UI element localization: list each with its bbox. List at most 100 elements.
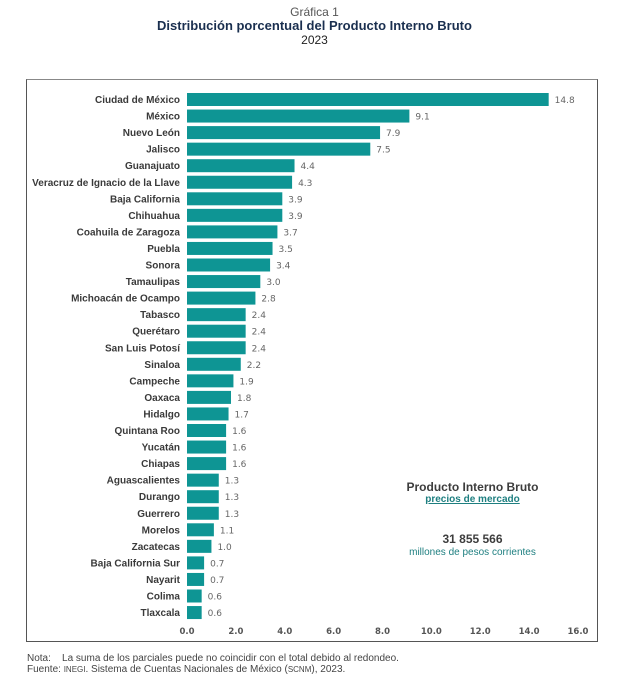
x-tick-label: 10.0: [421, 627, 442, 637]
category-label: Baja California: [110, 194, 180, 205]
bar: [187, 523, 214, 537]
x-tick-label: 14.0: [519, 627, 540, 637]
value-label: 7.5: [376, 146, 390, 156]
bar: [187, 357, 241, 371]
chart-frame: [26, 79, 598, 642]
bar: [187, 291, 256, 305]
category-label: Quintana Roo: [114, 426, 180, 437]
category-label: Sonora: [146, 261, 181, 272]
x-tick-label: 0.0: [179, 627, 194, 637]
value-label: 1.0: [217, 543, 232, 553]
value-label: 1.3: [225, 477, 239, 487]
bar: [187, 258, 271, 272]
category-label: Guanajuato: [125, 161, 180, 172]
category-label: Yucatán: [142, 443, 180, 454]
bar: [187, 556, 205, 570]
category-label: Veracruz de Ignacio de la Llave: [32, 178, 180, 189]
category-label: Campeche: [129, 376, 180, 387]
category-label: Tlaxcala: [141, 608, 181, 619]
bar: [187, 159, 295, 173]
bar: [187, 572, 205, 586]
category-label: Durango: [139, 492, 180, 503]
bar: [187, 407, 229, 421]
category-label: Baja California Sur: [91, 558, 181, 569]
x-tick-label: 12.0: [470, 627, 491, 637]
bar: [187, 324, 246, 338]
value-label: 1.7: [235, 410, 249, 420]
chart-label: Gráfica 1: [290, 5, 339, 19]
category-label: Michoacán de Ocampo: [71, 294, 180, 305]
value-label: 1.6: [232, 427, 247, 437]
bar: [187, 473, 219, 487]
bar: [187, 490, 219, 504]
chart-title: Distribución porcentual del Producto Int…: [157, 18, 472, 33]
source-abbr: SCNM: [287, 665, 312, 674]
bar: [187, 126, 381, 140]
bar: [187, 192, 283, 206]
source-text-1: . Sistema de Cuentas Nacionales de Méxic…: [85, 664, 288, 675]
x-tick-label: 8.0: [375, 627, 390, 637]
note-label: Nota:: [27, 653, 51, 664]
bar: [187, 93, 549, 106]
bar: [187, 424, 227, 437]
value-label: 4.3: [298, 179, 312, 189]
category-labels: Ciudad de México México Nuevo León Jalisco G…: [32, 95, 181, 619]
source-org: INEGI: [63, 665, 86, 674]
value-label: 7.9: [386, 129, 401, 139]
category-label: Guerrero: [137, 509, 180, 520]
value-label: 2.2: [247, 361, 261, 371]
category-label: Morelos: [142, 525, 181, 536]
value-label: 3.0: [266, 278, 281, 288]
category-label: Chihuahua: [128, 211, 180, 222]
category-label: Oaxaca: [144, 393, 180, 404]
bar: [187, 275, 261, 289]
value-label: 1.1: [220, 526, 234, 536]
x-tick-label: 4.0: [277, 627, 292, 637]
bar: [187, 539, 212, 553]
bar: [187, 606, 202, 620]
value-label: 3.9: [288, 212, 303, 222]
category-label: Tabasco: [140, 310, 180, 321]
info-value: 31 855 566: [442, 532, 503, 546]
info-subtitle: precios de mercado: [425, 494, 520, 505]
value-label: 14.8: [555, 96, 575, 106]
x-tick-label: 16.0: [568, 627, 589, 637]
bar: [187, 506, 219, 520]
category-label: San Luis Potosí: [105, 343, 181, 354]
bar: [187, 225, 278, 239]
bar: [187, 109, 410, 123]
value-label: 3.4: [276, 262, 291, 272]
bar: [187, 241, 273, 255]
info-title: Producto Interno Bruto: [406, 480, 539, 494]
category-label: Ciudad de México: [95, 95, 180, 106]
value-labels: 14.8 9.1 7.9 7.5 4.4 4.3 3.9 3.9 3.7 3.5 3.4 3.0 2.8…: [208, 96, 575, 619]
x-axis-ticks: 0.0 2.0 4.0 6.0 8.0 10.0 12.0 14.0 16.0: [179, 627, 588, 637]
source-text-2: ), 2023.: [311, 664, 346, 675]
value-label: 1.3: [225, 510, 239, 520]
category-label: Aguascalientes: [107, 476, 181, 487]
chart-year: 2023: [301, 33, 328, 47]
category-label: Hidalgo: [143, 409, 180, 420]
category-label: Querétaro: [132, 327, 180, 338]
category-label: Nayarit: [146, 575, 181, 586]
category-label: Zacatecas: [132, 542, 181, 553]
category-label: Tamaulipas: [126, 277, 181, 288]
category-label: México: [146, 112, 180, 123]
value-label: 3.9: [288, 195, 303, 205]
bar: [187, 589, 202, 603]
category-label: Nuevo León: [123, 128, 180, 139]
value-label: 4.4: [301, 162, 316, 172]
source-line: Fuente: INEGI. Sistema de Cuentas Nacion…: [27, 664, 345, 675]
value-label: 0.7: [210, 576, 224, 586]
bar: [187, 208, 283, 222]
category-label: Coahuila de Zaragoza: [77, 227, 181, 238]
bar: [187, 142, 371, 156]
x-tick-label: 6.0: [326, 627, 341, 637]
category-label: Jalisco: [146, 145, 180, 156]
info-unit: millones de pesos corrientes: [409, 547, 536, 558]
bar: [187, 341, 246, 355]
category-label: Puebla: [147, 244, 180, 255]
bar: [187, 175, 293, 189]
bar: [187, 308, 246, 322]
